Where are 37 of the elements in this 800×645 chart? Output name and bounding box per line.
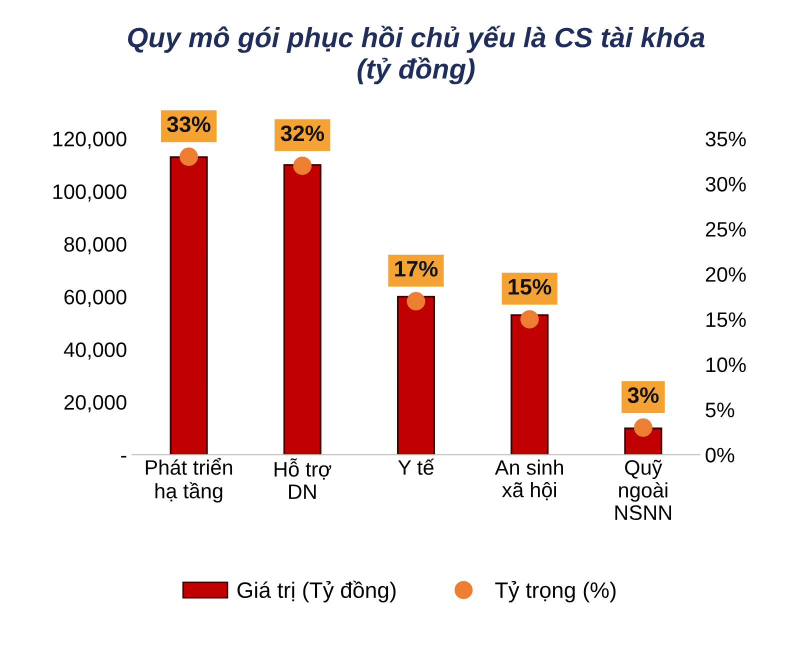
y-tick-label: 100,000 — [53, 184, 126, 202]
y2-tick-label: 25% — [706, 222, 746, 237]
y-tick-label: 120,000 — [53, 132, 126, 149]
y-tick-label: 60,000 — [64, 290, 126, 307]
y2-tick-label: 15% — [706, 312, 746, 328]
point — [180, 148, 198, 166]
data-label: 33% — [167, 116, 210, 132]
chart-title: Quy mô gói phục hồi chủ yếu là CS tài khóa (tỷ đồng) — [128, 26, 705, 84]
y-tick-label: 40,000 — [64, 342, 126, 360]
x-tick-label: Y tế — [398, 458, 434, 475]
x-tick-label: An sinh xã hội — [494, 460, 563, 500]
point — [406, 292, 426, 310]
y2-tick-label: 20% — [706, 267, 746, 282]
point — [293, 156, 312, 175]
x-tick-label: Quỹ ngoài NSNN — [615, 460, 672, 520]
y2-tick-label: 5% — [706, 402, 734, 418]
data-label: 32% — [280, 125, 324, 142]
point — [634, 418, 652, 437]
legend-label: Tỷ trọng (%) — [495, 581, 616, 602]
bar — [396, 296, 436, 455]
data-label: 15% — [508, 279, 552, 295]
y2-tick-label: 30% — [706, 176, 746, 192]
y2-tick-label: 0% — [706, 448, 734, 462]
point — [520, 310, 539, 328]
y2-tick-label: 10% — [706, 357, 746, 372]
y2-tick-label: 35% — [706, 132, 746, 146]
data-label: 17% — [395, 260, 438, 277]
y-tick-label: 20,000 — [64, 395, 126, 412]
y-tick-label: - — [121, 456, 126, 458]
bar — [283, 164, 322, 455]
y-tick-label: 80,000 — [64, 237, 126, 254]
x-tick-label: Phát triển hạ tầng — [146, 458, 232, 503]
bar — [510, 314, 549, 455]
data-label: 3% — [628, 387, 659, 404]
bar — [170, 156, 208, 455]
x-tick-label: Hỗ trợ DN — [274, 458, 332, 499]
legend-label: Giá trị (Tỷ đồng) — [238, 580, 396, 602]
